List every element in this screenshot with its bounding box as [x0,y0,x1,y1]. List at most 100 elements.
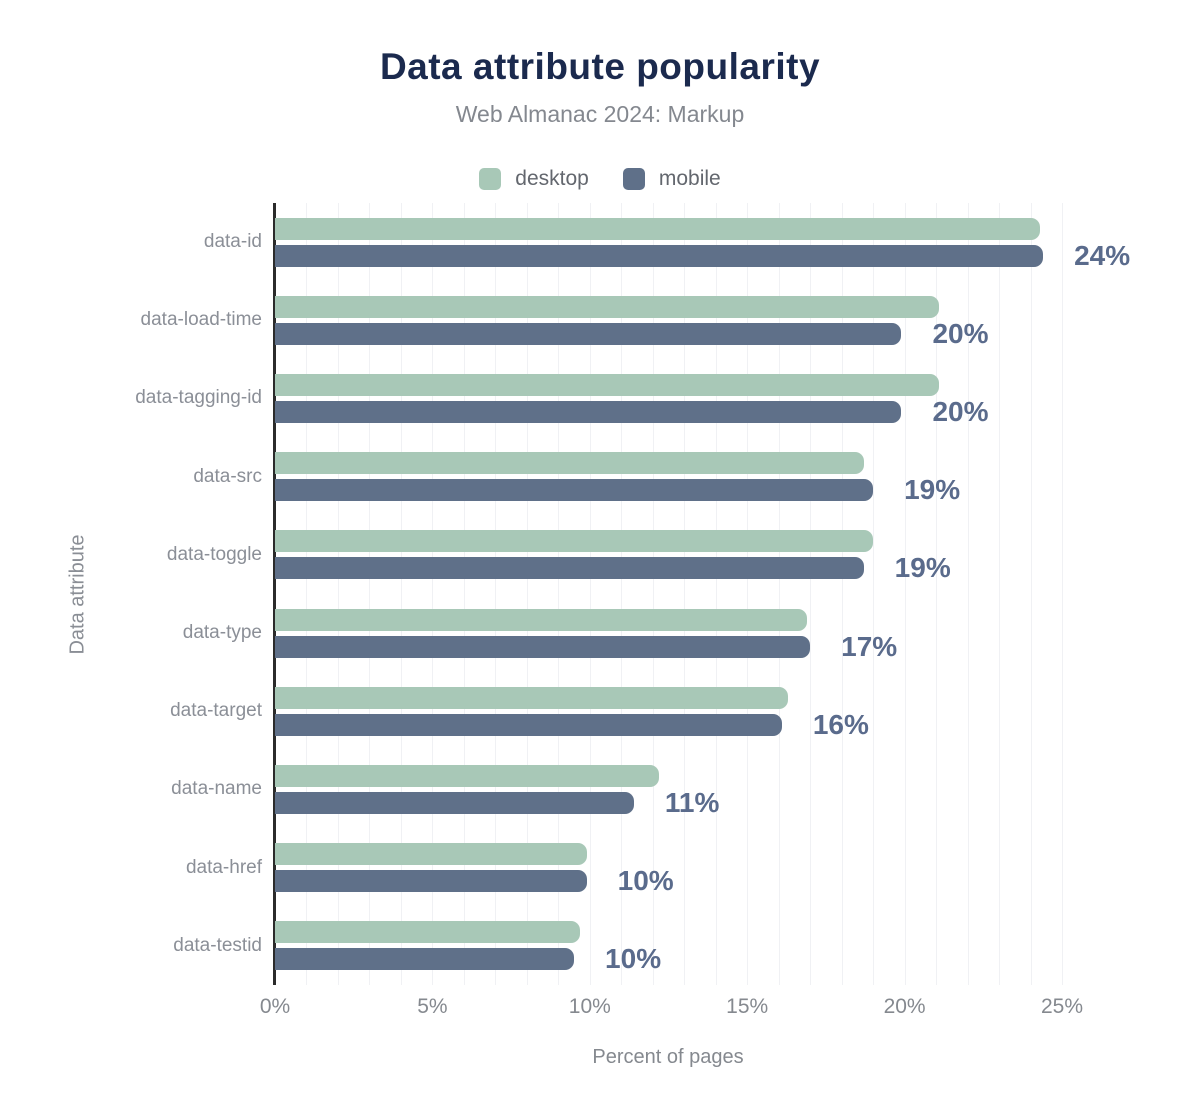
y-axis-line [273,203,276,985]
gridline [369,203,371,985]
desktop-bar-data-testid[interactable] [275,921,581,944]
mobile-legend-swatch-icon [622,168,645,190]
desktop-bar-data-id[interactable] [275,217,1040,240]
gridline [747,203,749,985]
gridline [432,203,434,985]
bar-group-data-testid: 10% [275,907,1165,985]
mobile-bar-data-target[interactable] [275,713,782,736]
y-category-labels: data-id data-load-time data-tagging-id data… [0,203,262,985]
desktop-bar-data-name[interactable] [275,764,660,787]
value-label: 17% [841,630,898,662]
x-tick-15%: 15% [726,995,769,1018]
legend-item-desktop[interactable]: desktop [479,167,589,191]
gridline [873,203,875,985]
category-label-data-type: data-type [182,622,262,644]
x-tick-5%: 5% [417,995,448,1018]
gridline [810,203,812,985]
x-tick-10%: 10% [568,995,611,1018]
category-label-data-testid: data-testid [173,934,262,956]
bar-group-data-type: 17% [275,594,1165,672]
gridline [841,203,843,985]
mobile-bar-row: 16% [275,708,1165,740]
mobile-bar-data-testid[interactable] [275,948,575,971]
mobile-bar-row: 20% [275,395,1165,427]
mobile-bar-data-tagging-id[interactable] [275,400,902,423]
category-label-data-name: data-name [171,778,262,800]
value-label: 19% [894,552,951,584]
gridline [684,203,686,985]
x-tick-20%: 20% [883,995,926,1018]
mobile-bar-row: 19% [275,552,1165,584]
mobile-bar-row: 10% [275,865,1165,897]
legend-label: desktop [515,167,589,190]
bar-group-data-name: 11% [275,750,1165,828]
chart-title: Data attribute popularity [379,46,821,87]
mobile-bar-data-toggle[interactable] [275,557,864,580]
mobile-bar-data-name[interactable] [275,791,634,814]
mobile-bar-row: 20% [275,317,1165,349]
x-tick-0%: 0% [259,995,291,1018]
category-label-data-id: data-id [203,231,262,253]
mobile-bar-data-id[interactable] [275,244,1044,267]
gridline [1030,203,1032,985]
value-label: 20% [932,317,989,349]
desktop-bar-data-href[interactable] [275,843,587,866]
legend-item-mobile[interactable]: mobile [622,167,721,191]
category-label-data-target: data-target [170,700,262,722]
category-label-data-tagging-id: data-tagging-id [135,387,262,409]
gridline [400,203,402,985]
category-label-data-load-time: data-load-time [140,309,262,331]
value-label: 16% [812,708,869,740]
desktop-legend-swatch-icon [479,168,502,190]
value-label: 10% [617,865,674,897]
mobile-bar-data-src[interactable] [275,479,874,502]
bar-group-data-id: 24% [275,203,1165,281]
value-label: 19% [904,474,961,506]
mobile-bar-data-href[interactable] [275,870,587,893]
bar-group-data-load-time: 20% [275,281,1165,359]
plot-area: 24% 20% 20% 19% 19% 17% 16% 11% 10% 10% [275,203,1165,985]
gridline [652,203,654,985]
gridline [967,203,969,985]
desktop-bar-data-target[interactable] [275,686,789,709]
gridline [1062,203,1063,985]
value-label: 20% [932,395,989,427]
mobile-bar-row: 10% [275,943,1165,975]
bar-group-data-target: 16% [275,672,1165,750]
bar-group-data-tagging-id: 20% [275,359,1165,437]
gridline [558,203,560,985]
bar-group-data-href: 10% [275,829,1165,907]
category-label-data-src: data-src [193,465,262,487]
gridline [936,203,938,985]
gridline [621,203,623,985]
value-label: 10% [605,943,662,975]
mobile-bar-data-load-time[interactable] [275,322,902,345]
desktop-bar-data-tagging-id[interactable] [275,373,940,396]
gridline [337,203,339,985]
desktop-bar-data-load-time[interactable] [275,295,940,318]
x-tick-25%: 25% [1040,995,1084,1018]
mobile-bar-row: 19% [275,474,1165,506]
desktop-bar-data-type[interactable] [275,608,807,631]
gridline [715,203,717,985]
y-axis-title: Data attribute [66,534,89,655]
desktop-bar-data-toggle[interactable] [275,530,874,553]
desktop-bar-data-src[interactable] [275,452,864,475]
gridline [463,203,465,985]
mobile-bar-row: 24% [275,241,1165,269]
category-label-data-toggle: data-toggle [166,543,262,565]
x-axis-ticks: 0% 5% 10% 15% 20% 25% [0,995,1200,1025]
bar-group-data-src: 19% [275,438,1165,516]
chart-subtitle: Web Almanac 2024: Markup [455,101,745,127]
legend: desktop mobile [0,167,1200,191]
gridline [306,203,308,985]
mobile-bar-data-type[interactable] [275,635,811,658]
gridline [589,203,591,985]
gridline [778,203,780,985]
x-axis-title: Percent of pages [592,1046,744,1068]
legend-label: mobile [658,167,721,190]
bar-group-data-toggle: 19% [275,516,1165,594]
mobile-bar-row: 17% [275,630,1165,662]
category-label-data-href: data-href [185,856,262,878]
